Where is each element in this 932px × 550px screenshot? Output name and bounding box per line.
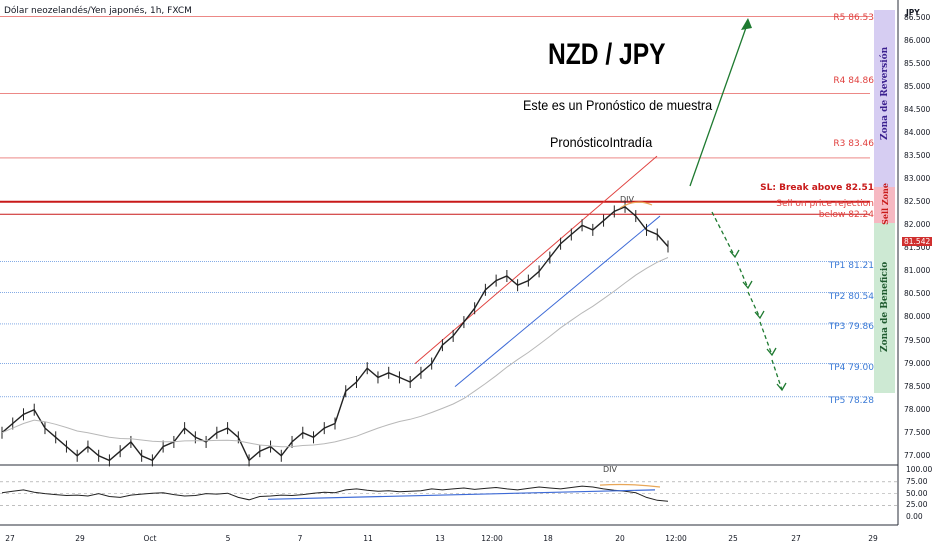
bear-arrow-head [729,249,740,259]
y-axis-tick: 84.000 [904,128,931,138]
x-axis-tick: 20 [615,534,625,543]
bear-arrow-head [754,310,765,320]
rsi-support-trendline [267,489,656,500]
y-axis-tick: 79.500 [904,335,931,345]
x-axis-tick: 12:00 [481,534,503,543]
y-axis-tick: 81.000 [904,266,931,276]
y-axis-tick: 83.500 [904,151,931,161]
bear-arrow-head [776,382,787,392]
y-axis-tick: 79.000 [904,358,931,368]
bear-arrow-head [766,347,777,357]
reversal-zone-label: Zona de Reversión [880,46,890,140]
y-axis-tick: 85.000 [904,81,931,91]
sell-zone [874,187,895,223]
x-axis-tick: 25 [728,534,738,543]
bear-arrow-segment [747,291,761,319]
channel-lower-line [454,215,661,388]
bear-arrow-head [742,280,753,290]
level-sell-rejection: Sell on price rejection [776,199,874,209]
level-tp4: TP4 79.00 [828,363,874,373]
profit-zone [874,223,895,393]
moving-average-line [1,257,669,448]
level-r3: R3 83.46 [833,139,874,149]
y-axis-tick: 78.500 [904,381,931,391]
x-axis-tick: Oct [143,534,157,543]
rsi-line [1,485,669,502]
rsi-divergence-line [599,483,661,488]
profit-zone-label: Zona de Beneficio [880,261,890,352]
level-sl: SL: Break above 82.51 [760,183,874,193]
y-axis-tick: 84.500 [904,105,931,115]
last-price-tag: 81.542 [902,237,932,246]
y-axis-tick: 80.000 [904,312,931,322]
level-tp3: TP3 79.86 [828,322,874,332]
bear-arrow-segment [711,211,736,258]
y-axis-tick: 77.000 [904,450,931,460]
x-axis-tick: 5 [225,534,231,543]
x-axis-tick: 11 [363,534,373,543]
y-axis-tick: 78.000 [904,404,931,414]
level-tp1: TP1 81.21 [828,261,874,271]
y-axis-tick: 82.000 [904,220,931,230]
rsi-axis-tick: 25.00 [906,500,928,510]
bull-arrow-head [741,18,752,30]
bear-arrow-segment [771,359,783,391]
x-axis-tick: 29 [868,534,878,543]
bull-arrow-line [689,21,749,187]
x-axis-tick: 12:00 [665,534,687,543]
sell-zone-label: Sell Zone [880,183,890,225]
level-tp5: TP5 78.28 [828,396,874,406]
y-axis-tick: 83.000 [904,174,931,184]
chart-subtitle-2: PronósticoIntradía [550,134,653,150]
bear-arrow-segment [736,261,749,289]
symbol-label: Dólar neozelandés/Yen japonés, 1h, FXCM [4,6,192,16]
y-axis-tick: 80.500 [904,289,931,299]
level-r5: R5 86.53 [833,13,874,23]
bear-arrow-segment [759,321,773,356]
divergence-label-price: DIV [620,195,634,204]
rsi-axis-tick: 100.00 [906,465,932,474]
x-axis-tick: 27 [791,534,801,543]
y-axis-tick: 85.500 [904,58,931,68]
reversal-zone [874,10,895,187]
x-axis-tick: 13 [435,534,445,543]
x-axis-tick: 27 [5,534,15,543]
rsi-axis-tick: 0.00 [906,512,923,522]
chart-subtitle: Este es un Pronóstico de muestra [523,97,713,113]
level-r4: R4 84.86 [833,76,874,86]
y-axis-tick: 86.000 [904,35,931,45]
y-axis-tick: 81.500 [904,243,931,253]
rsi-axis-tick: 50.00 [906,488,928,498]
level-tp2: TP2 80.54 [828,292,874,302]
price-divergence-line [619,201,653,209]
divergence-label-rsi: DIV [603,465,617,474]
y-axis-tick: 77.500 [904,427,931,437]
x-axis-tick: 18 [543,534,553,543]
level-sell-below: below 82.24 [818,210,874,220]
y-axis-tick: 86.500 [904,12,931,22]
chart-title: NZD / JPY [548,38,666,71]
channel-upper-line [414,155,658,364]
y-axis-tick: 82.500 [904,197,931,207]
x-axis-tick: 29 [75,534,85,543]
x-axis-tick: 7 [297,534,303,543]
currency-label[interactable]: JPY [906,8,920,17]
rsi-axis-tick: 75.00 [906,476,928,486]
